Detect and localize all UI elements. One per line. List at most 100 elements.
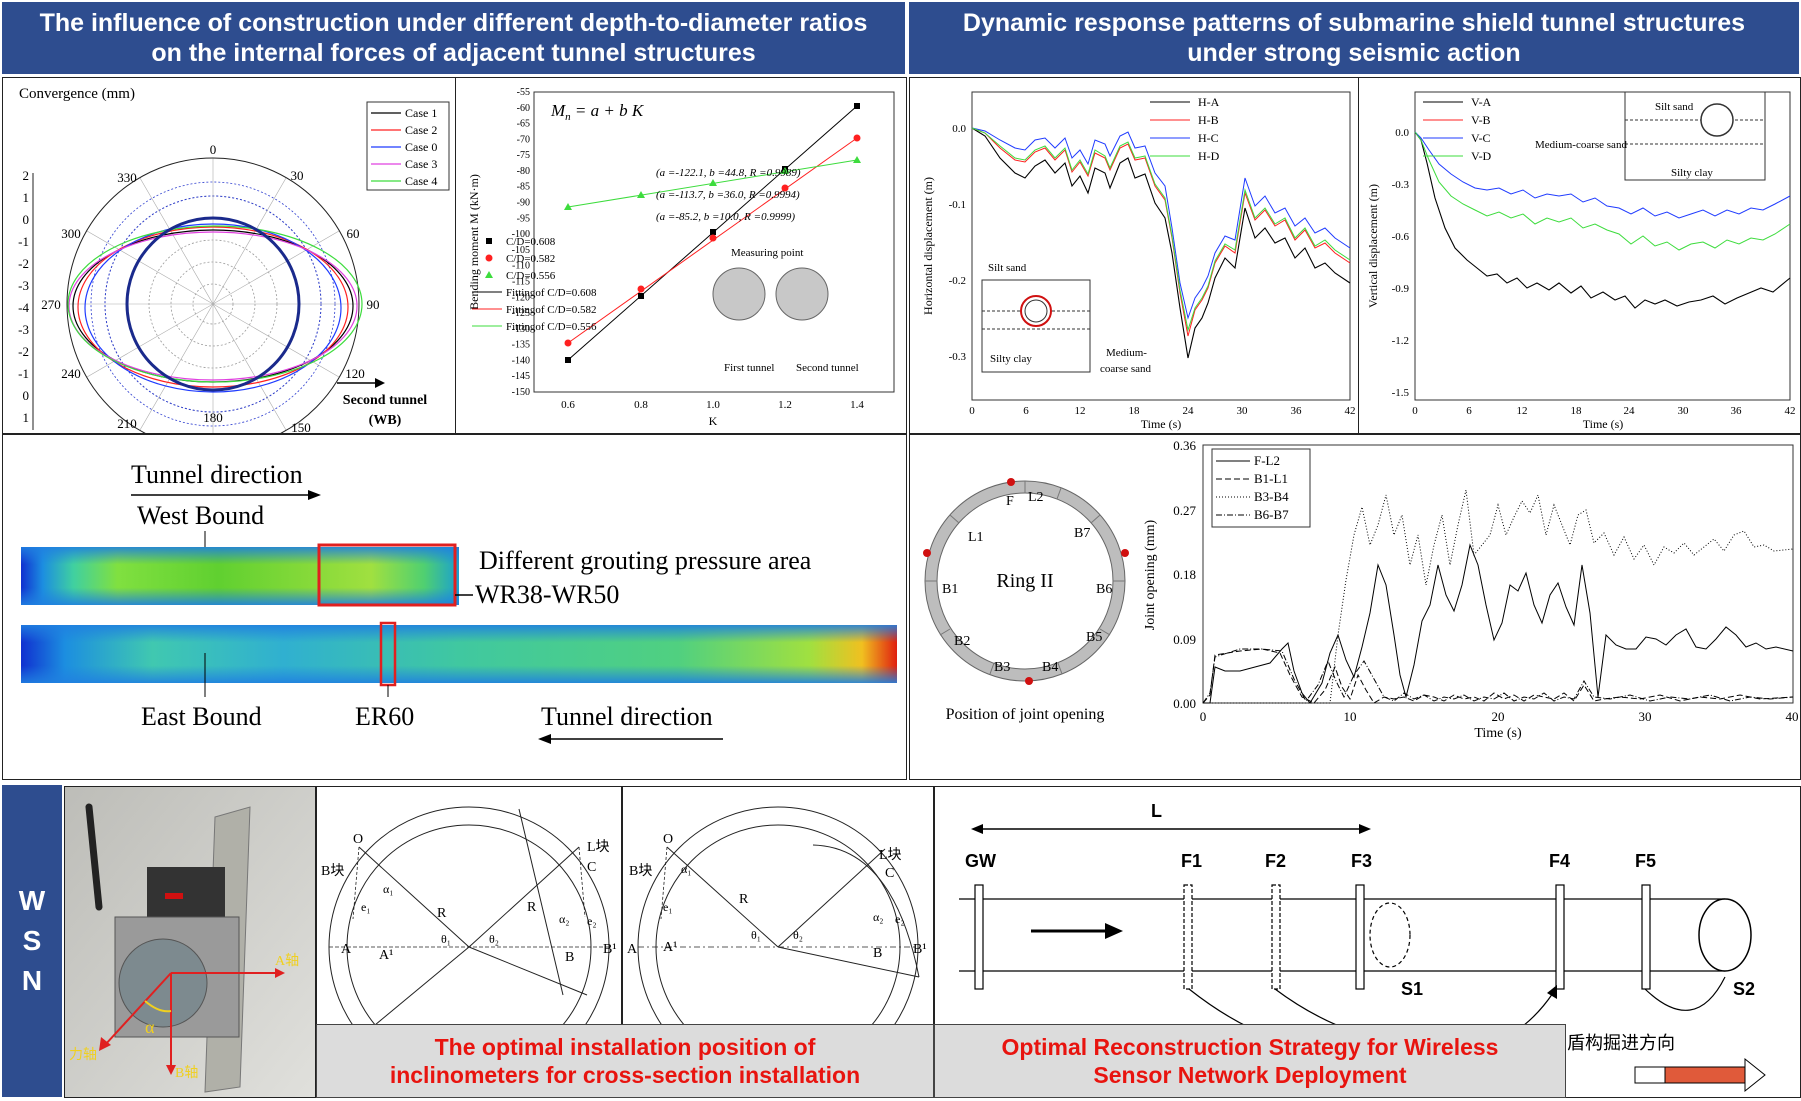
contour-panel: Tunnel direction West Bound Different gr…: [2, 434, 907, 780]
tunnel-direction-bottom: Tunnel direction: [541, 702, 713, 731]
incl-theta1: θ₁: [441, 932, 451, 946]
marker-square: [854, 103, 860, 109]
radial-tick: 0: [23, 388, 30, 403]
incl-e1: e₁: [663, 900, 673, 914]
ytick: -0.9: [1392, 283, 1410, 295]
vertical-panel: 0.0 -0.3 -0.6 -0.9 -1.2 -1.5 0 6 12 18 2…: [1358, 77, 1801, 434]
marker-circle: [564, 339, 572, 347]
f3-node: [1355, 884, 1365, 990]
xtick: 42: [1785, 405, 1796, 417]
series-vc: [1414, 131, 1791, 219]
incl-B1: B¹: [913, 942, 927, 957]
incl-A1: A¹: [379, 948, 393, 963]
second-tunnel-icon: [775, 267, 829, 321]
span-L-label: L: [1151, 801, 1162, 821]
legend-cd0556: C/D=0.556: [506, 270, 556, 282]
ytick: -65: [517, 119, 530, 130]
bending-chart: -55 -60 -65 -70 -75 -80 -85 -90 -95 -100 -105 -110 -…: [467, 87, 895, 428]
network-drawing: L GW F1 F2 F3 F4 F5 S1 S2 盾构掘进方向: [959, 801, 1766, 1093]
incl-B-block: B块: [629, 863, 652, 879]
radial-tick: 1: [23, 410, 30, 425]
ytick: 0.0: [952, 123, 966, 135]
xtick: 0: [969, 405, 975, 417]
drive-arrow-head-icon: [1744, 1057, 1766, 1093]
ring-caption: Position of joint opening: [946, 706, 1105, 723]
inclinometer-caption-text: The optimal installation position of inc…: [389, 1034, 861, 1088]
xtick: 20: [1492, 709, 1505, 724]
ytick: 0.27: [1173, 503, 1196, 518]
west-bound-label: West Bound: [137, 501, 264, 530]
legend-hc: H-C: [1198, 131, 1219, 145]
antenna: [85, 803, 103, 911]
f1-label: F1: [1181, 851, 1202, 871]
incl-R: R: [739, 892, 749, 907]
angle-label: 180: [203, 410, 223, 425]
legend-hb: H-B: [1198, 113, 1219, 127]
xtick: 18: [1129, 405, 1141, 417]
joint-legend: F-L2 B1-L1 B3-B4 B6-B7: [1211, 448, 1311, 528]
radial-tick: 2: [23, 168, 30, 183]
marker-square: [710, 229, 716, 235]
polar-case-curves: [67, 223, 363, 393]
incl-B: B: [873, 946, 882, 961]
sensor-photo-drawing: A轴 B轴 力轴 α: [65, 787, 315, 1097]
joint-panel: F L2 L1 B7 B1 B6 B2 B5 B3 B4 Ring II Pos…: [909, 434, 1801, 780]
ytick: -1.5: [1392, 387, 1410, 399]
legend-vd: V-D: [1471, 149, 1492, 163]
grouting-label: Different grouting pressure area: [479, 546, 812, 575]
west-bound-shade: [21, 547, 459, 605]
ring-segment-joints: [925, 481, 1125, 675]
f4-node: [1555, 884, 1565, 990]
seg-L2: L2: [1028, 490, 1044, 505]
second-tunnel-label: Second tunnel: [343, 393, 428, 408]
xtick: 30: [1237, 405, 1249, 417]
bending-legend: C/D=0.608 C/D=0.582 C/D=0.556 Fittingof …: [472, 236, 597, 333]
marker-triangle: [637, 191, 645, 198]
inclinometer-left-drawing: O B块 α₁ e₁ R θ₁ θ₂ R α₂ e₂ C L块 A A¹ B B…: [321, 806, 617, 1025]
ytick: -135: [512, 340, 530, 351]
incl-B: B: [565, 950, 574, 965]
legend-case2: Case 2: [405, 123, 437, 137]
incl-R2: R: [527, 900, 537, 915]
case0-curve: [84, 223, 342, 393]
ytick: -0.1: [949, 199, 966, 211]
f2-node: [1271, 884, 1281, 990]
incl-e1: e₁: [361, 900, 371, 914]
radial-tick: -2: [18, 344, 29, 359]
vertical-frame: [1414, 91, 1791, 401]
silty-clay: Silty clay: [990, 353, 1032, 365]
wr-label: WR38-WR50: [475, 580, 619, 609]
medium-1: Medium-: [1106, 347, 1147, 359]
f2-label: F2: [1265, 851, 1286, 871]
marker-triangle: [781, 167, 789, 174]
joint-markers: [923, 478, 1129, 685]
banner-right-text: Dynamic response patterns of submarine s…: [962, 9, 1746, 67]
seg-L1: L1: [968, 530, 984, 545]
network-caption-text: Optimal Reconstruction Strategy for Wire…: [1001, 1034, 1499, 1088]
xtick: 6: [1466, 405, 1472, 417]
joint-dot: [1025, 677, 1033, 685]
series-b6b7: [1202, 648, 1794, 704]
incl-L-block: L块: [587, 839, 610, 855]
horizontal-soil-inset: Silt sand Silty clay Medium- coarse sand: [981, 262, 1152, 375]
wsn-label: W S N: [18, 885, 46, 996]
fit-eq-1: (a =-122.1, b =44.8, R =0.9989): [656, 167, 801, 179]
polar-angle-labels: 0 30 60 90 120 150 180 210 240 270 300 3…: [41, 142, 379, 433]
sensor-red-light: [165, 893, 183, 899]
ytick: -1.2: [1392, 335, 1409, 347]
incl-theta1: θ₁: [751, 928, 761, 942]
bending-xlabel: K: [709, 414, 718, 428]
fit-eq-2: (a =-113.7, b =36.0, R =0.9994): [656, 189, 800, 201]
radial-tick: -1: [18, 234, 29, 249]
legend-ha: H-A: [1198, 95, 1220, 109]
bending-xticks: 0.6 0.8 1.0 1.2 1.4: [561, 399, 864, 411]
polar-title: Convergence (mm): [19, 86, 135, 102]
seg-B6: B6: [1096, 582, 1112, 597]
inclinometer-left: O B块 α₁ e₁ R θ₁ θ₂ R α₂ e₂ C L块 A A¹ B B…: [316, 786, 622, 1026]
seg-B2: B2: [954, 634, 970, 649]
ytick: -95: [517, 213, 530, 224]
incl-R1: R: [437, 906, 447, 921]
horizontal-xlabel: Time (s): [1141, 417, 1182, 431]
angle-label: 90: [367, 297, 380, 312]
xtick: 0: [1200, 709, 1207, 724]
